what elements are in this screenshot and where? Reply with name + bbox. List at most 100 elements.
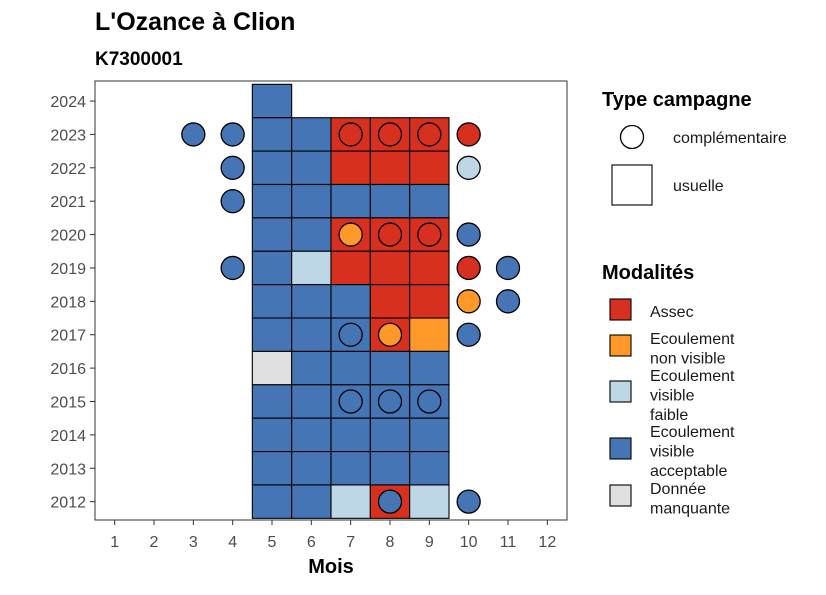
point-complementaire: [377, 222, 403, 247]
tile-usuelle: [251, 217, 293, 252]
x-axis: 1 2 3 4 5 6 7 8 9 10 11 12: [110, 520, 556, 551]
tile-usuelle: [409, 250, 450, 286]
tile-usuelle: [330, 183, 371, 219]
legend-type-title: Type campagne: [602, 89, 752, 111]
x-tick-label: 1: [110, 534, 119, 551]
tile-usuelle: [409, 284, 450, 319]
legend-square-icon: [611, 164, 653, 206]
point-complementaire: [456, 122, 481, 147]
point-complementaire: [456, 489, 481, 514]
x-tick-label: 8: [386, 534, 395, 551]
tile-usuelle: [291, 117, 332, 152]
point-complementaire: [417, 389, 442, 414]
tile-usuelle: [369, 417, 411, 453]
tile-usuelle: [409, 417, 450, 453]
chart-subtitle: K7300001: [95, 49, 183, 70]
tile-usuelle: [330, 417, 371, 453]
y-tick-label: 2014: [50, 428, 86, 445]
point-complementaire: [338, 222, 363, 247]
y-tick-label: 2021: [50, 194, 86, 211]
legend-label-modalite: Ecoulement non visible: [650, 331, 735, 368]
x-tick-label: 2: [150, 534, 159, 551]
y-tick-label: 2020: [50, 228, 86, 245]
legend-label-line: visible: [650, 444, 695, 461]
tile-usuelle: [369, 150, 411, 186]
x-tick-label: 7: [346, 534, 355, 551]
x-tick-label: 12: [538, 534, 556, 551]
point-complementaire: [377, 322, 403, 347]
point-complementaire: [338, 122, 363, 147]
x-tick-label: 6: [307, 534, 316, 551]
tile-usuelle: [251, 83, 293, 119]
x-tick-label: 4: [228, 534, 237, 551]
legend-label-line: Ecoulement: [650, 368, 735, 385]
y-tick-label: 2022: [50, 161, 86, 178]
x-tick-label: 11: [500, 534, 517, 551]
y-tick-label: 2013: [50, 461, 86, 478]
tile-usuelle: [251, 150, 293, 186]
tile-usuelle: [330, 484, 371, 519]
point-complementaire: [377, 389, 403, 414]
point-complementaire: [417, 222, 442, 247]
x-axis-title: Mois: [308, 556, 354, 578]
point-complementaire: [338, 389, 363, 414]
point-complementaire: [456, 322, 481, 347]
tile-usuelle: [291, 384, 332, 419]
point-complementaire: [495, 289, 521, 314]
point-complementaire: [377, 489, 403, 514]
legend-label-modalite: Ecoulement visible acceptable: [650, 424, 735, 480]
tile-usuelle: [251, 250, 293, 286]
y-tick-label: 2016: [50, 361, 86, 378]
plot-border: [94, 80, 568, 521]
legend-label-line: visible: [650, 388, 695, 405]
legend-key-swatch: [609, 298, 632, 321]
legend-label-line: faible: [650, 407, 688, 424]
tile-usuelle: [291, 250, 332, 286]
point-complementaire: [456, 289, 481, 314]
tile-usuelle: [291, 284, 332, 319]
tile-usuelle: [251, 417, 293, 453]
tile-usuelle: [291, 317, 332, 352]
tile-usuelle: [251, 384, 293, 419]
tile-usuelle: [291, 183, 332, 219]
tile-usuelle: [369, 284, 411, 319]
point-complementaire: [456, 255, 481, 281]
x-tick-label: 3: [189, 534, 198, 551]
legend-label-modalite: Assec: [650, 304, 694, 321]
legend-label-line: Donnée: [650, 481, 706, 498]
point-complementaire: [456, 222, 481, 247]
tile-usuelle: [291, 451, 332, 486]
y-tick-label: 2015: [50, 394, 86, 411]
x-tick-label: 9: [425, 534, 434, 551]
point-complementaire: [220, 189, 245, 214]
tile-usuelle: [291, 350, 332, 386]
tile-usuelle: [291, 484, 332, 519]
legend-type-campagne: Type campagne complémentaire usuelle: [602, 89, 787, 206]
tile-usuelle: [291, 150, 332, 186]
y-tick-label: 2019: [50, 261, 86, 278]
legend-modalites-title: Modalités: [602, 262, 694, 284]
point-complementaire: [456, 155, 481, 180]
legend-label-line: Assec: [650, 304, 694, 321]
y-tick-label: 2017: [50, 328, 86, 345]
tile-usuelle: [409, 484, 450, 519]
tile-usuelle: [330, 350, 371, 386]
tile-usuelle: [409, 451, 450, 486]
legend-label-line: Ecoulement: [650, 424, 735, 441]
tile-usuelle: [330, 451, 371, 486]
legend-label-modalite: Ecoulement visible faible: [650, 368, 735, 424]
y-axis: 2012 2013 2014 2015 2016 2017 2018 2019 2020 2021…: [50, 94, 95, 512]
y-tick-label: 2023: [50, 127, 86, 144]
tile-usuelle: [369, 250, 411, 286]
tile-usuelle: [409, 150, 450, 186]
point-complementaire: [417, 122, 442, 147]
point-complementaire: [181, 122, 206, 147]
legend-key-swatch: [609, 334, 632, 357]
x-tick-label: 10: [460, 534, 478, 551]
point-complementaire: [377, 122, 403, 147]
tile-usuelle: [291, 417, 332, 453]
legend-label-line: manquante: [650, 501, 730, 518]
y-tick-label: 2024: [50, 94, 86, 111]
tile-usuelle: [251, 451, 293, 486]
